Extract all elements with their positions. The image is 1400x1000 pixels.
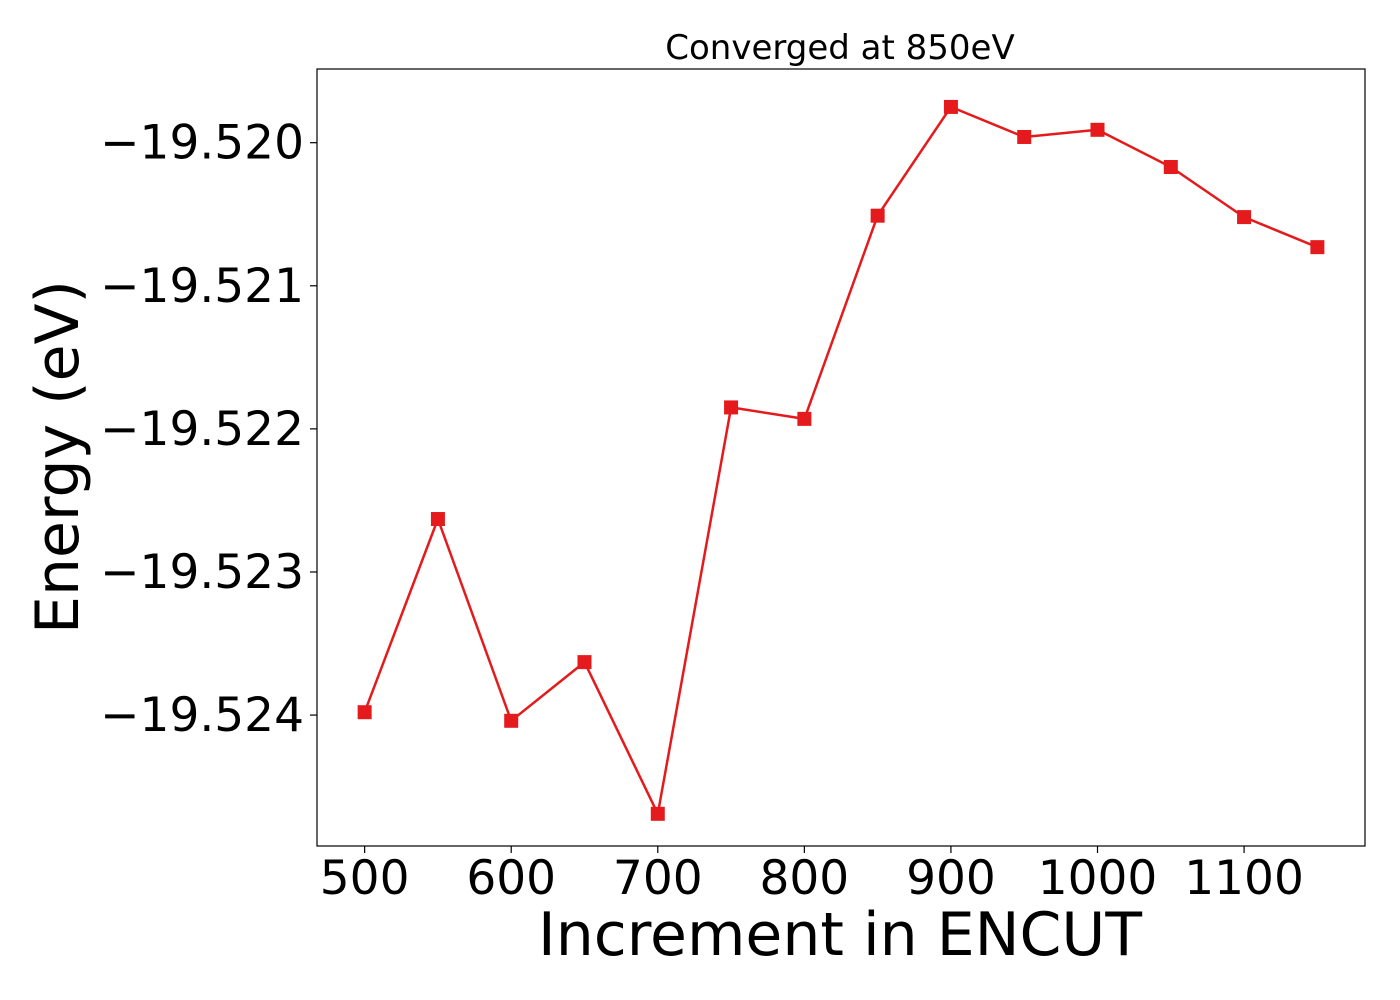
- x-tick-label: 500: [320, 851, 410, 906]
- y-tick-label: −19.521: [100, 259, 304, 314]
- y-tick-label: −19.523: [100, 545, 304, 600]
- chart-title: Converged at 850eV: [665, 28, 1014, 68]
- data-point: [430, 512, 445, 527]
- data-point: [1017, 129, 1032, 144]
- data-point: [650, 806, 665, 821]
- y-axis-ticks: −19.520 −19.521 −19.522 −19.523 −19.524: [100, 116, 317, 743]
- y-tick-label: −19.524: [100, 688, 304, 743]
- data-point: [1090, 122, 1105, 137]
- x-tick-label: 600: [466, 851, 556, 906]
- x-tick-label: 700: [613, 851, 703, 906]
- y-tick-label: −19.522: [100, 402, 304, 457]
- x-axis-ticks: 500 600 700 800 900 1000 1100: [320, 846, 1304, 906]
- x-tick-label: 1100: [1184, 851, 1304, 906]
- data-point: [577, 655, 592, 670]
- data-point: [724, 400, 739, 415]
- series-line: [363, 105, 1318, 816]
- data-point: [870, 208, 885, 223]
- data-point: [1163, 160, 1178, 175]
- x-tick-label: 1000: [1038, 851, 1158, 906]
- data-point: [797, 411, 812, 426]
- data-point: [1237, 210, 1252, 225]
- x-axis-label: Increment in ENCUT: [538, 900, 1142, 970]
- axes-frame: [316, 68, 1366, 847]
- x-tick-label: 800: [759, 851, 849, 906]
- data-point: [357, 705, 372, 720]
- y-axis-label: Energy (eV): [23, 280, 93, 634]
- data-point: [1310, 240, 1325, 255]
- data-point: [943, 99, 958, 114]
- x-tick-label: 900: [906, 851, 996, 906]
- y-tick-label: −19.520: [100, 116, 304, 171]
- data-point: [504, 713, 519, 728]
- plot-area: [316, 68, 1366, 847]
